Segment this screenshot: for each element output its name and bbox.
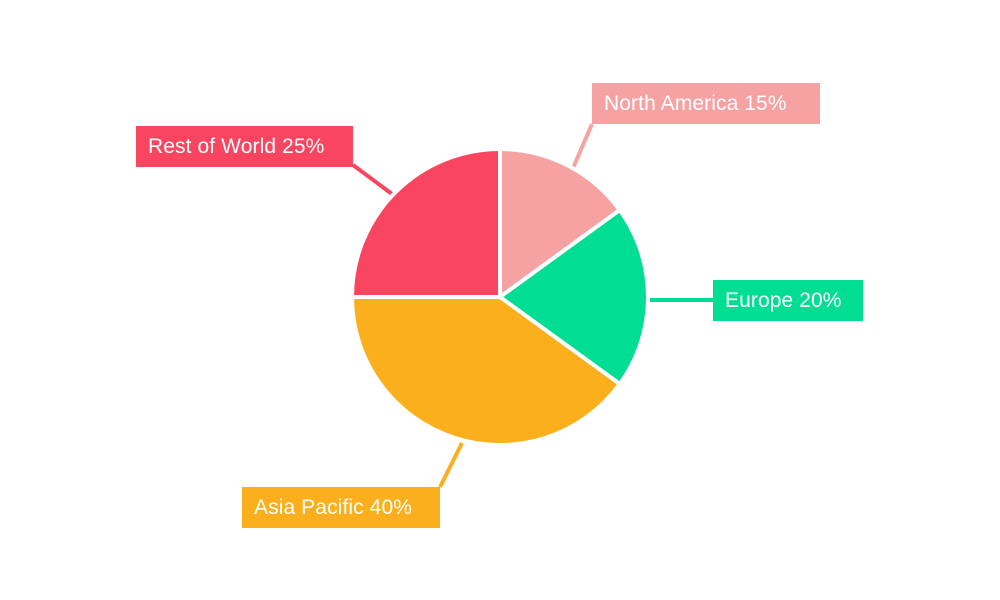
pie-label-europe[interactable]: Europe 20% [713,280,863,321]
leader-rest-of-world-line [351,163,394,196]
pie-label-europe-text: Europe 20% [725,289,842,312]
pie-slice-group [350,147,650,447]
pie-label-north-america-text: North America 15% [604,92,787,115]
pie-slice-asia-pacific[interactable] [350,295,622,447]
pie-label-rest-of-world-text: Rest of World 25% [148,135,325,158]
leader-asia-pacific-line [438,442,464,488]
pie-label-north-america[interactable]: North America 15% [592,83,820,124]
pie-label-rest-of-world[interactable]: Rest of World 25% [136,126,353,167]
pie-slice-north-america[interactable] [498,147,622,299]
pie-slice-europe[interactable] [498,208,650,386]
pie-label-asia-pacific[interactable]: Asia Pacific 40% [242,487,440,528]
pie-slice-rest-of-world[interactable] [350,147,502,299]
pie-label-asia-pacific-text: Asia Pacific 40% [254,496,413,519]
